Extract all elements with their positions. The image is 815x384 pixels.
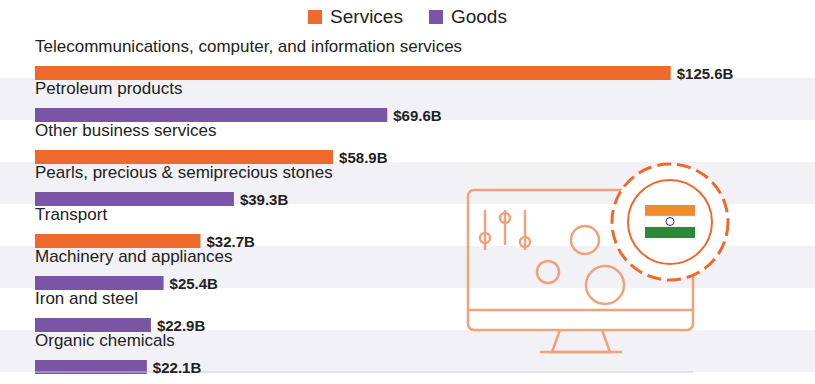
- svg-text:Petroleum products: Petroleum products: [35, 79, 182, 98]
- svg-text:$58.9B: $58.9B: [339, 149, 388, 166]
- svg-text:Machinery and appliances: Machinery and appliances: [35, 247, 233, 266]
- svg-text:$69.6B: $69.6B: [393, 107, 442, 124]
- html-text:Goods: Goods: [450, 6, 507, 27]
- svg-text:Other business services: Other business services: [35, 121, 216, 140]
- svg-text:Organic chemicals: Organic chemicals: [35, 331, 175, 350]
- svg-text:$39.3B: $39.3B: [240, 191, 289, 208]
- svg-text:$22.9B: $22.9B: [157, 317, 206, 334]
- svg-text:Transport: Transport: [35, 205, 107, 224]
- html-text:Services: Services: [330, 6, 403, 27]
- svg-text:$22.1B: $22.1B: [153, 359, 202, 376]
- svg-text:$25.4B: $25.4B: [170, 275, 219, 292]
- svg-text:$125.6B: $125.6B: [677, 65, 734, 82]
- svg-text:Telecommunications, computer,: Telecommunications, computer, and inform…: [35, 37, 462, 56]
- svg-text:Pearls, precious & semipreciou: Pearls, precious & semiprecious stones: [35, 163, 333, 182]
- svg-text:$32.7B: $32.7B: [207, 233, 256, 250]
- svg-text:Iron and steel: Iron and steel: [35, 289, 138, 308]
